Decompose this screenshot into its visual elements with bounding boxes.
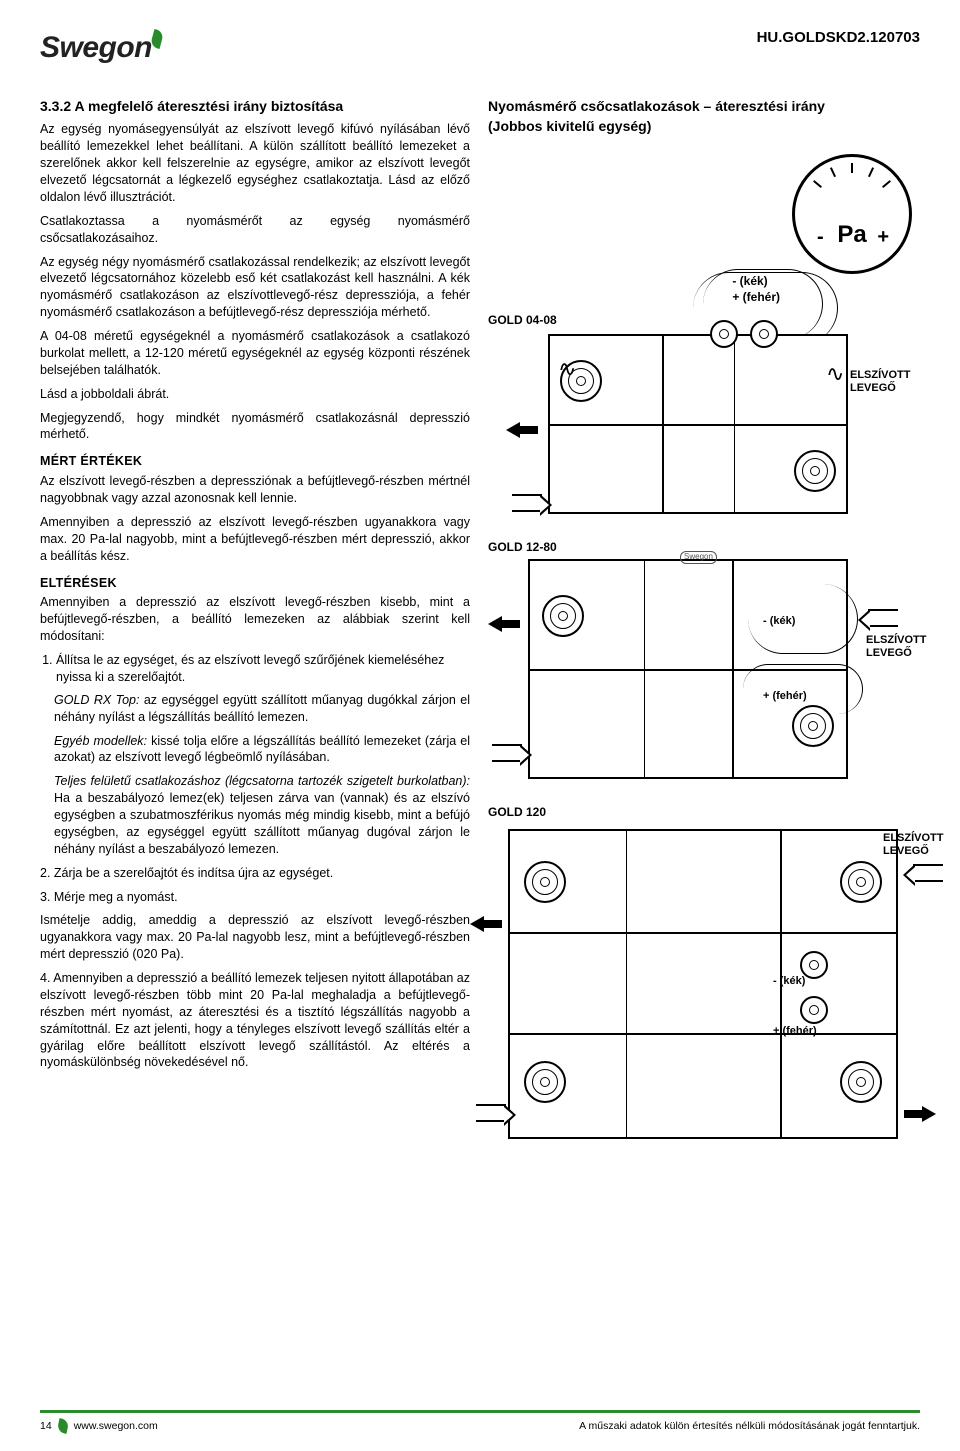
divider bbox=[510, 1033, 896, 1035]
model-label: GOLD RX Top: bbox=[54, 693, 139, 707]
arrow-open-left-icon bbox=[913, 864, 943, 882]
leaf-icon bbox=[56, 1418, 69, 1434]
gauge-tick bbox=[882, 180, 891, 188]
swegon-tag: Swegon bbox=[680, 551, 717, 564]
divider bbox=[662, 336, 664, 512]
white-conn-label: + (fehér) bbox=[773, 1024, 817, 1039]
model-label: Egyéb modellek: bbox=[54, 734, 147, 748]
gauge-unit: Pa bbox=[837, 219, 866, 251]
page-number: 14 bbox=[40, 1419, 52, 1433]
paragraph: Az egység négy nyomásmérő csatlakozással… bbox=[40, 254, 470, 322]
page-footer: 14 www.swegon.com A műszaki adatok külön… bbox=[40, 1410, 920, 1433]
exhaust-label: ELSZÍVOTT LEVEGŐ bbox=[850, 369, 920, 395]
paragraph: 2. Zárja be a szerelőajtót és indítsa új… bbox=[40, 865, 470, 882]
content-columns: 3.3.2 A megfelelő áteresztési irány bizt… bbox=[40, 97, 920, 1205]
airflow-wavy-icon bbox=[826, 369, 848, 383]
exhaust-label-line2: LEVEGŐ bbox=[883, 845, 944, 858]
divider bbox=[550, 424, 846, 426]
left-column: 3.3.2 A megfelelő áteresztési irány bizt… bbox=[40, 97, 470, 1205]
footer-url: www.swegon.com bbox=[74, 1419, 158, 1433]
model-label: Teljes felületű csatlakozáshoz (légcsato… bbox=[54, 774, 470, 788]
paragraph: Az elszívott levegő-részben a depresszió… bbox=[40, 473, 470, 507]
paragraph: Amennyiben a depresszió az elszívott lev… bbox=[40, 514, 470, 565]
subheading-measured: MÉRT ÉRTÉKEK bbox=[40, 453, 470, 470]
port-icon bbox=[800, 996, 828, 1024]
page: Swegon HU.GOLDSKD2.120703 3.3.2 A megfel… bbox=[0, 0, 960, 1451]
unit-label-120: GOLD 120 bbox=[488, 804, 546, 820]
paragraph: Az egység nyomásegyensúlyát az elszívott… bbox=[40, 121, 470, 205]
fan-icon bbox=[542, 595, 584, 637]
fan-icon bbox=[524, 1061, 566, 1103]
airflow-wavy-icon bbox=[558, 364, 580, 378]
tube-line bbox=[748, 584, 858, 654]
unit-label-12-80: GOLD 12-80 bbox=[488, 539, 557, 555]
paragraph: 3. Mérje meg a nyomást. bbox=[40, 889, 470, 906]
unit-box-120 bbox=[508, 829, 898, 1139]
fan-icon bbox=[524, 861, 566, 903]
section-number: 3.3.2 bbox=[40, 98, 71, 114]
pressure-gauge-icon: Pa - + bbox=[792, 154, 912, 274]
paragraph-text: Ha a beszabályozó lemez(ek) teljesen zár… bbox=[54, 791, 470, 856]
unit-label-04-08: GOLD 04-08 bbox=[488, 312, 557, 328]
arrow-left-icon bbox=[470, 914, 504, 934]
divider bbox=[626, 831, 628, 1137]
exhaust-label: ELSZÍVOTT LEVEGŐ bbox=[883, 832, 944, 858]
footer-disclaimer: A műszaki adatok külön értesítés nélküli… bbox=[579, 1419, 920, 1433]
exhaust-label: ELSZÍVOTT LEVEGŐ bbox=[866, 634, 927, 660]
gauge-tick bbox=[851, 163, 853, 173]
divider bbox=[732, 561, 734, 777]
paragraph: 4. Amennyiben a depresszió a beállító le… bbox=[40, 970, 470, 1071]
gauge-plus: + bbox=[877, 224, 889, 251]
fan-icon bbox=[840, 861, 882, 903]
diagram-title: Nyomásmérő csőcsatlakozások – áteresztés… bbox=[488, 97, 920, 116]
divider bbox=[510, 932, 896, 934]
paragraph: Amennyiben a depresszió az elszívott lev… bbox=[40, 594, 470, 645]
section-title: A megfelelő áteresztési irány biztosítás… bbox=[75, 98, 344, 114]
divider bbox=[734, 336, 736, 512]
pressure-diagram: Pa - + - (kék) + (fehér) GOLD 04-08 bbox=[488, 144, 920, 1204]
arrow-open-left-icon bbox=[868, 609, 898, 627]
subheading-deviations: ELTÉRÉSEK bbox=[40, 575, 470, 592]
gauge-minus: - bbox=[817, 224, 824, 251]
right-column: Nyomásmérő csőcsatlakozások – áteresztés… bbox=[488, 97, 920, 1205]
gauge-tick bbox=[868, 168, 874, 178]
arrow-left-icon bbox=[506, 420, 540, 440]
gauge-tick bbox=[830, 168, 836, 178]
paragraph: Teljes felületű csatlakozáshoz (légcsato… bbox=[54, 773, 470, 857]
fan-icon bbox=[840, 1061, 882, 1103]
paragraph: Egyéb modellek: kissé tolja előre a légs… bbox=[54, 733, 470, 767]
arrow-left-icon bbox=[488, 614, 522, 634]
tube-line bbox=[743, 664, 863, 714]
arrow-right-icon bbox=[902, 1104, 936, 1124]
port-icon bbox=[750, 320, 778, 348]
exhaust-label-line1: ELSZÍVOTT bbox=[883, 832, 944, 845]
arrow-open-right-icon bbox=[492, 744, 522, 762]
step-list: Állítsa le az egységet, és az elszívott … bbox=[56, 652, 470, 686]
paragraph: Lásd a jobboldali ábrát. bbox=[40, 386, 470, 403]
diagram-subtitle: (Jobbos kivitelű egység) bbox=[488, 117, 920, 136]
exhaust-label-line1: ELSZÍVOTT bbox=[866, 634, 927, 647]
paragraph: Csatlakoztassa a nyomásmérőt az egység n… bbox=[40, 213, 470, 247]
unit-box-04-08 bbox=[548, 334, 848, 514]
exhaust-label-line2: LEVEGŐ bbox=[866, 647, 927, 660]
arrow-open-right-icon bbox=[476, 1104, 506, 1122]
paragraph: A 04-08 méretű egységeknél a nyomásmérő … bbox=[40, 328, 470, 379]
section-heading: 3.3.2 A megfelelő áteresztési irány bizt… bbox=[40, 97, 470, 116]
paragraph: GOLD RX Top: az egységgel együtt szállít… bbox=[54, 692, 470, 726]
paragraph: Megjegyzendő, hogy mindkét nyomásmérő cs… bbox=[40, 410, 470, 444]
fan-icon bbox=[794, 450, 836, 492]
gauge-tick bbox=[813, 180, 822, 188]
paragraph: Ismételje addig, ameddig a depresszió az… bbox=[40, 912, 470, 963]
list-item: Állítsa le az egységet, és az elszívott … bbox=[56, 652, 470, 686]
document-id: HU.GOLDSKD2.120703 bbox=[757, 28, 920, 48]
footer-left: 14 www.swegon.com bbox=[40, 1419, 158, 1433]
arrow-open-right-icon bbox=[512, 494, 542, 512]
divider bbox=[644, 561, 646, 777]
swegon-logo: Swegon bbox=[40, 28, 152, 69]
page-header: Swegon HU.GOLDSKD2.120703 bbox=[40, 28, 920, 69]
blue-conn-label: - (kék) bbox=[773, 974, 805, 989]
